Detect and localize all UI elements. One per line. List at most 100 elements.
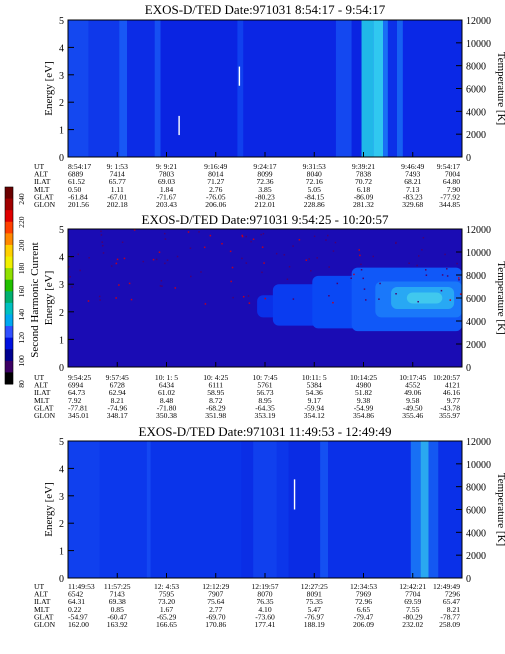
table-row-label: MLT (34, 605, 50, 614)
table-cell: 9:31:53 (303, 162, 326, 171)
panel-title: EXOS-D/TED Date:971031 11:49:53 - 12:49:… (139, 424, 392, 439)
spectrogram-band (243, 20, 336, 157)
table-cell: 73.20 (158, 597, 175, 606)
noise-speck (71, 286, 73, 288)
y2-axis-label: Temperature [K] (495, 473, 505, 546)
noise-speck (260, 233, 262, 236)
table-cell: 58.95 (207, 388, 224, 397)
spectrogram-band (428, 441, 439, 578)
spectrogram-band (146, 441, 151, 578)
spectrogram-band (88, 20, 120, 157)
table-row-label: ILAT (34, 388, 51, 397)
spectrogram-band (150, 441, 242, 578)
table-cell: 9:46:49 (401, 162, 424, 171)
table-cell: 10:17:45 (399, 373, 426, 382)
spectrogram-band (160, 20, 238, 157)
table-cell: 9.77 (447, 396, 460, 405)
colorbar-frame (4, 186, 14, 385)
table-cell: 11:49:53 (68, 582, 95, 591)
table-cell: -61.84 (68, 192, 88, 201)
noise-speck (425, 274, 428, 276)
table-cell: 72.96 (355, 597, 372, 606)
table-row-label: ALT (34, 170, 48, 179)
table-cell: 3.85 (258, 185, 271, 194)
noise-speck (99, 299, 101, 301)
noise-speck (200, 271, 202, 273)
table-cell: 188.19 (304, 620, 325, 629)
table-cell: 10:20:57 (433, 373, 460, 382)
noise-speck (189, 247, 192, 249)
y-tick-label: 0 (59, 153, 64, 164)
colorbar-swatch (5, 210, 13, 223)
y2-tick-label: 12000 (466, 16, 491, 27)
y2-tick-label: 2000 (466, 340, 486, 351)
noise-speck (88, 257, 90, 259)
noise-speck (325, 239, 327, 241)
noise-speck (166, 259, 169, 262)
noise-speck (350, 277, 352, 280)
noise-speck (209, 234, 212, 237)
y-tick-label: 0 (59, 574, 64, 585)
noise-speck (231, 266, 234, 269)
spectrogram-band (241, 441, 254, 578)
colorbar-swatch (5, 256, 13, 269)
y2-tick-label: 4000 (466, 528, 486, 539)
table-cell: 46.16 (443, 388, 460, 397)
table-cell: 166.65 (156, 620, 177, 629)
table-cell: 12:42:21 (399, 582, 426, 591)
table-cell: 9.17 (308, 396, 321, 405)
noise-speck (263, 262, 265, 264)
colorbar-tick-label: 180 (17, 262, 26, 274)
y-tick-label: 1 (59, 126, 64, 137)
spectrogram-band (253, 441, 277, 578)
noise-speck (190, 275, 192, 278)
noise-speck (121, 241, 124, 243)
noise-speck (116, 258, 119, 261)
noise-speck (100, 234, 103, 236)
noise-speck (353, 273, 355, 276)
table-cell: 10:14:25 (350, 373, 377, 382)
table-cell: 281.32 (353, 200, 374, 209)
noise-speck (308, 258, 310, 260)
y2-tick-label: 12000 (466, 225, 491, 236)
colorbar-tick-label: 200 (17, 239, 26, 251)
noise-speck (358, 249, 360, 251)
table-cell: 6994 (68, 381, 83, 390)
y-tick-label: 4 (59, 43, 64, 54)
colorbar-tick-label: 220 (17, 216, 26, 228)
panel-title: EXOS-D/TED Date:971031 9:54:25 - 10:20:5… (142, 212, 389, 227)
table-cell: 351.98 (205, 411, 226, 420)
table-cell: 9:24:17 (253, 162, 276, 171)
noise-speck (247, 295, 250, 297)
noise-speck (123, 257, 126, 260)
noise-speck (174, 287, 177, 289)
table-cell: 62.94 (109, 388, 126, 397)
table-row-label: GLON (34, 411, 56, 420)
table-row-label: MLT (34, 396, 50, 405)
colorbar-swatch (5, 279, 13, 292)
table-cell: 7.13 (406, 185, 419, 194)
table-cell: 5761 (257, 381, 272, 390)
colorbar-tick-label: 160 (17, 286, 26, 298)
table-cell: 12:12:29 (202, 582, 229, 591)
noise-speck (155, 258, 158, 261)
table-cell: 70.72 (355, 177, 372, 186)
noise-speck (336, 282, 339, 285)
table-cell: 345.01 (68, 411, 89, 420)
noise-speck (422, 236, 425, 239)
table-cell: 8091 (307, 590, 322, 599)
table-cell: 8.48 (160, 396, 173, 405)
table-row-label: ILAT (34, 597, 51, 606)
table-cell: 12: 4:53 (154, 582, 179, 591)
spectrogram-band (68, 20, 89, 157)
noise-speck (261, 271, 263, 274)
spectrogram-band (99, 441, 147, 578)
noise-speck (252, 238, 255, 240)
noise-speck (68, 265, 70, 268)
table-cell: 7.90 (447, 185, 460, 194)
table-cell: 206.06 (205, 200, 226, 209)
table-cell: 4980 (356, 381, 371, 390)
table-cell: 76.35 (256, 597, 273, 606)
noise-speck (458, 279, 460, 281)
colorbar-swatch (5, 291, 13, 304)
